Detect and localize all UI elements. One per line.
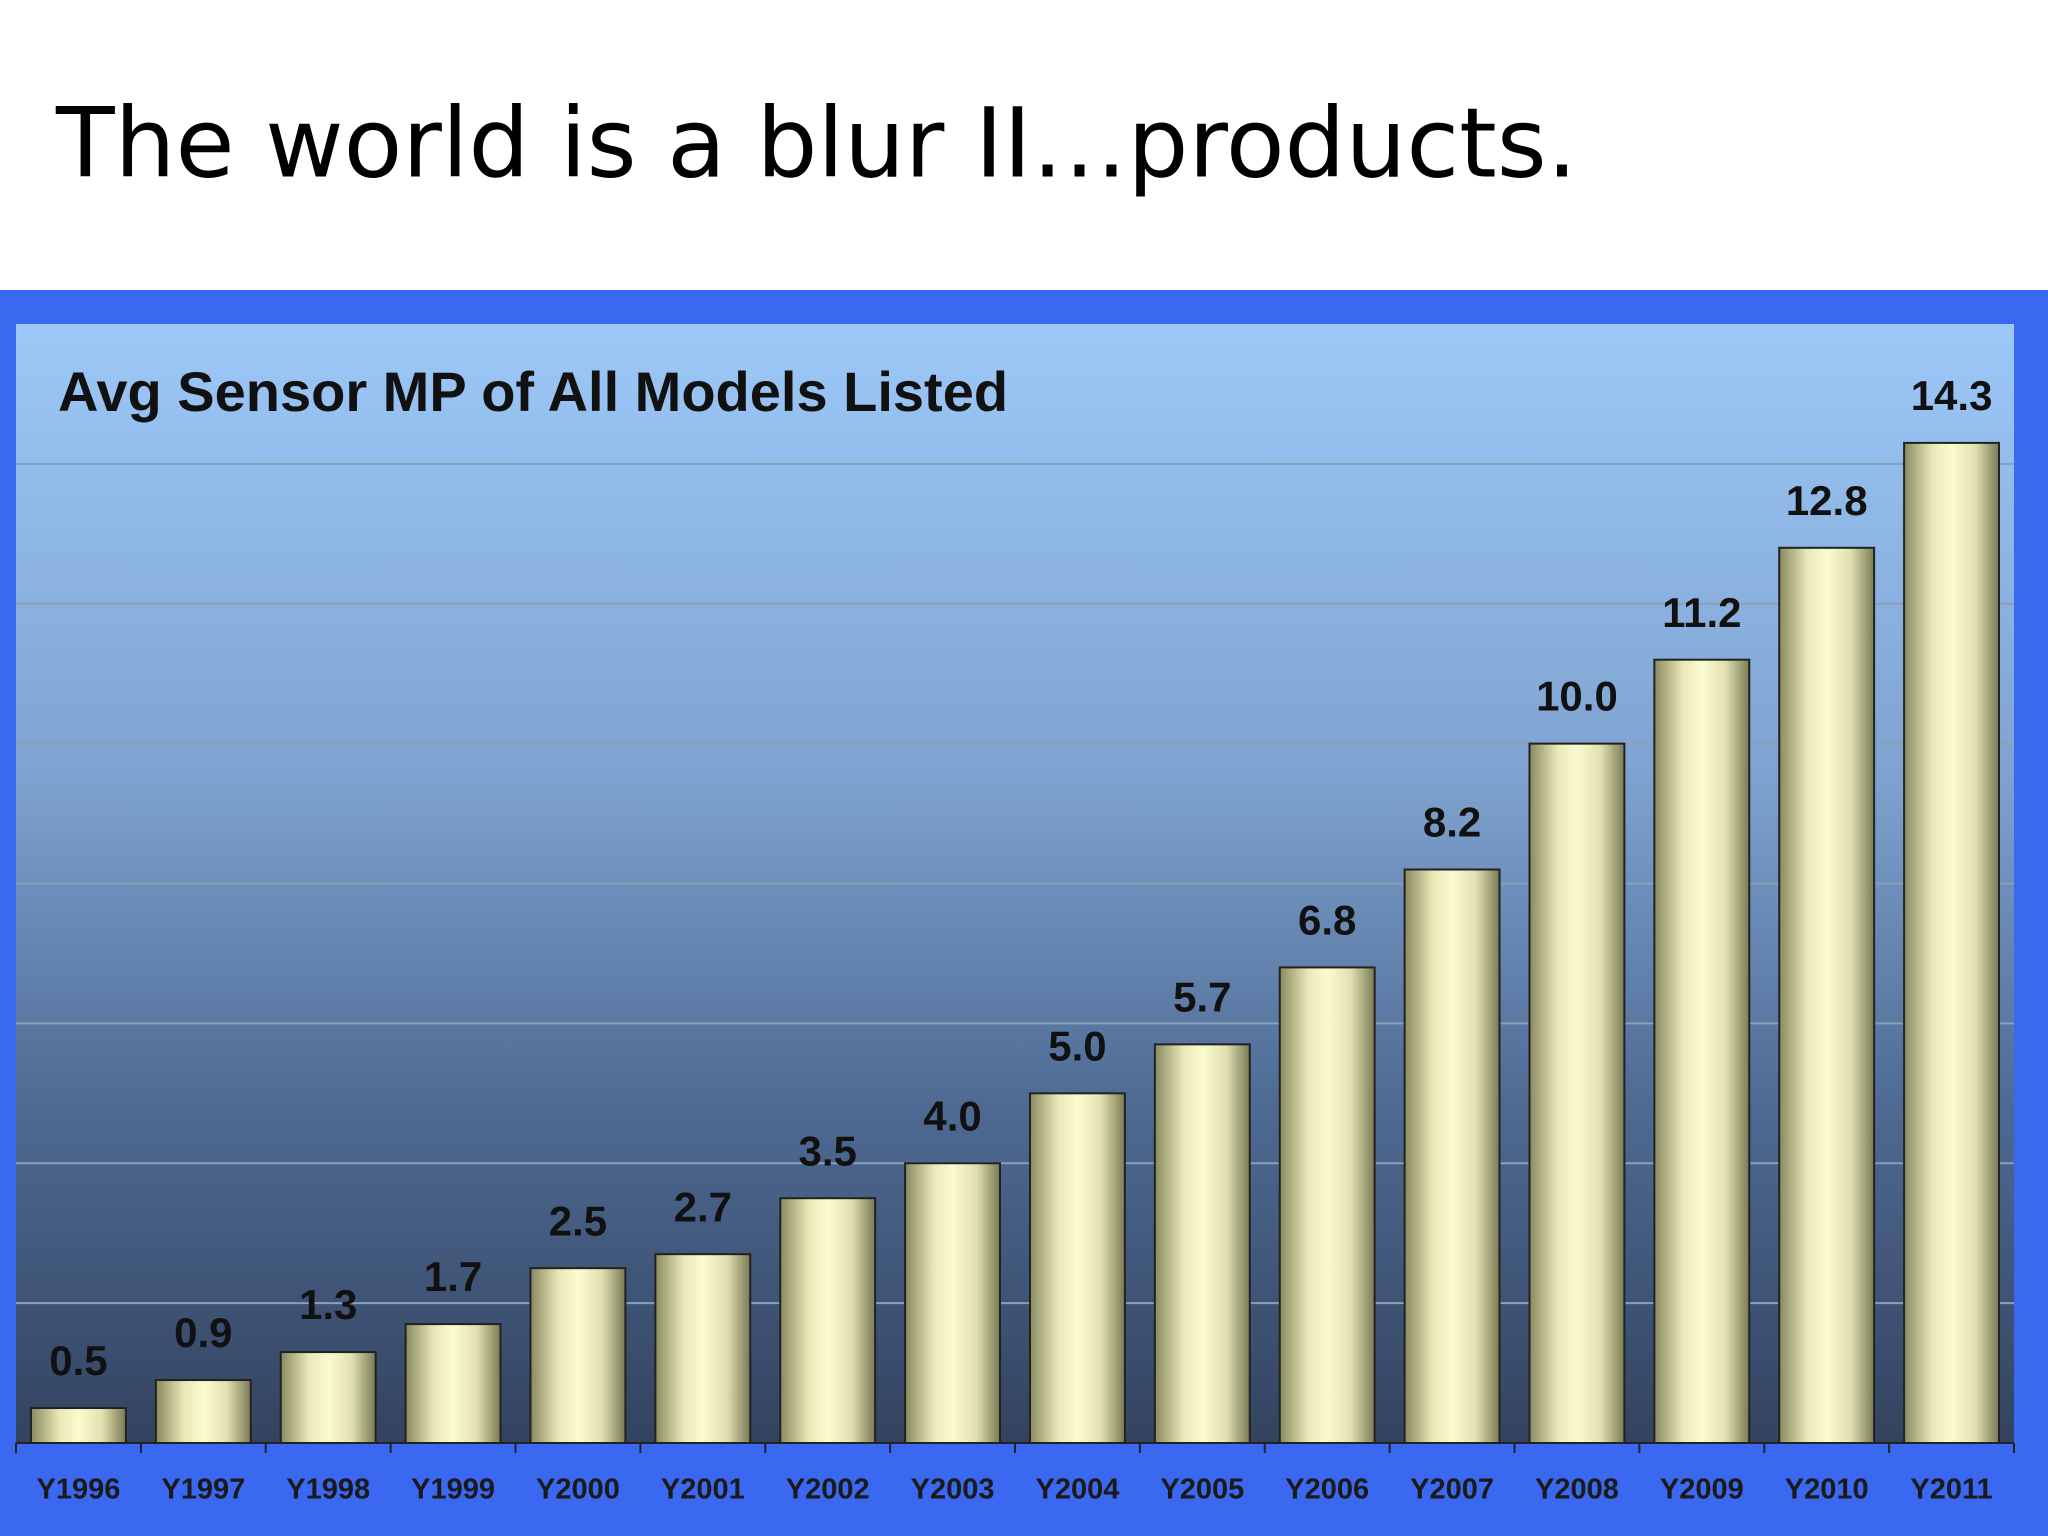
bar [1653, 658, 1751, 1444]
bar [279, 1351, 377, 1445]
data-label: 6.8 [1298, 897, 1356, 944]
x-tick-label: Y1998 [286, 1474, 370, 1506]
x-tick-label: Y2002 [786, 1474, 870, 1506]
bar [654, 1253, 752, 1444]
x-tick-label: Y2008 [1535, 1474, 1619, 1506]
x-tick-label: Y2010 [1785, 1474, 1869, 1506]
bar [1028, 1092, 1126, 1444]
slide-title: The world is a blur II…products. [55, 87, 1577, 199]
data-label: 1.7 [424, 1253, 482, 1300]
data-label: 4.0 [923, 1092, 981, 1139]
data-label: 5.0 [1048, 1022, 1106, 1069]
x-tick-label: Y2009 [1660, 1474, 1744, 1506]
bar [529, 1267, 627, 1444]
bar [1403, 868, 1501, 1444]
data-label: 0.5 [49, 1337, 107, 1384]
chart: Y1996 0.5 Y1997 0.9 Y1998 1.3 Y1999 1.7 Y2000 2.5… [15, 372, 2015, 1506]
bar [1778, 546, 1876, 1444]
bar [779, 1197, 877, 1444]
x-tick-label: Y2005 [1160, 1474, 1244, 1506]
data-label: 5.7 [1173, 973, 1231, 1020]
bar [404, 1323, 502, 1444]
x-tick-label: Y2007 [1410, 1474, 1494, 1506]
data-label: 0.9 [174, 1309, 232, 1356]
x-tick-label: Y2001 [661, 1474, 745, 1506]
x-tick-label: Y2000 [536, 1474, 620, 1506]
chart-title: Avg Sensor MP of All Models Listed [58, 360, 1008, 423]
data-label: 14.3 [1911, 372, 1993, 419]
data-label: 3.5 [798, 1127, 856, 1174]
x-tick-label: Y1999 [411, 1474, 495, 1506]
data-label: 1.3 [299, 1281, 357, 1328]
data-label: 11.2 [1662, 589, 1741, 636]
x-tick-label: Y1997 [161, 1474, 245, 1506]
x-tick-label: Y2006 [1285, 1474, 1369, 1506]
bar [904, 1162, 1002, 1444]
data-label: 2.7 [674, 1183, 732, 1230]
bar [1903, 441, 2001, 1444]
x-tick-label: Y2003 [911, 1474, 995, 1506]
data-label: 2.5 [549, 1197, 607, 1244]
bar [1528, 742, 1626, 1444]
data-label: 10.0 [1536, 673, 1618, 720]
bar [29, 1407, 127, 1444]
x-tick-label: Y1996 [37, 1474, 121, 1506]
bar [154, 1379, 252, 1445]
x-tick-label: Y2011 [1910, 1474, 1992, 1506]
bar [1278, 966, 1376, 1444]
x-tick-label: Y2004 [1036, 1474, 1120, 1506]
data-label: 8.2 [1423, 799, 1481, 846]
bar [1153, 1043, 1251, 1444]
data-label: 12.8 [1786, 477, 1868, 524]
